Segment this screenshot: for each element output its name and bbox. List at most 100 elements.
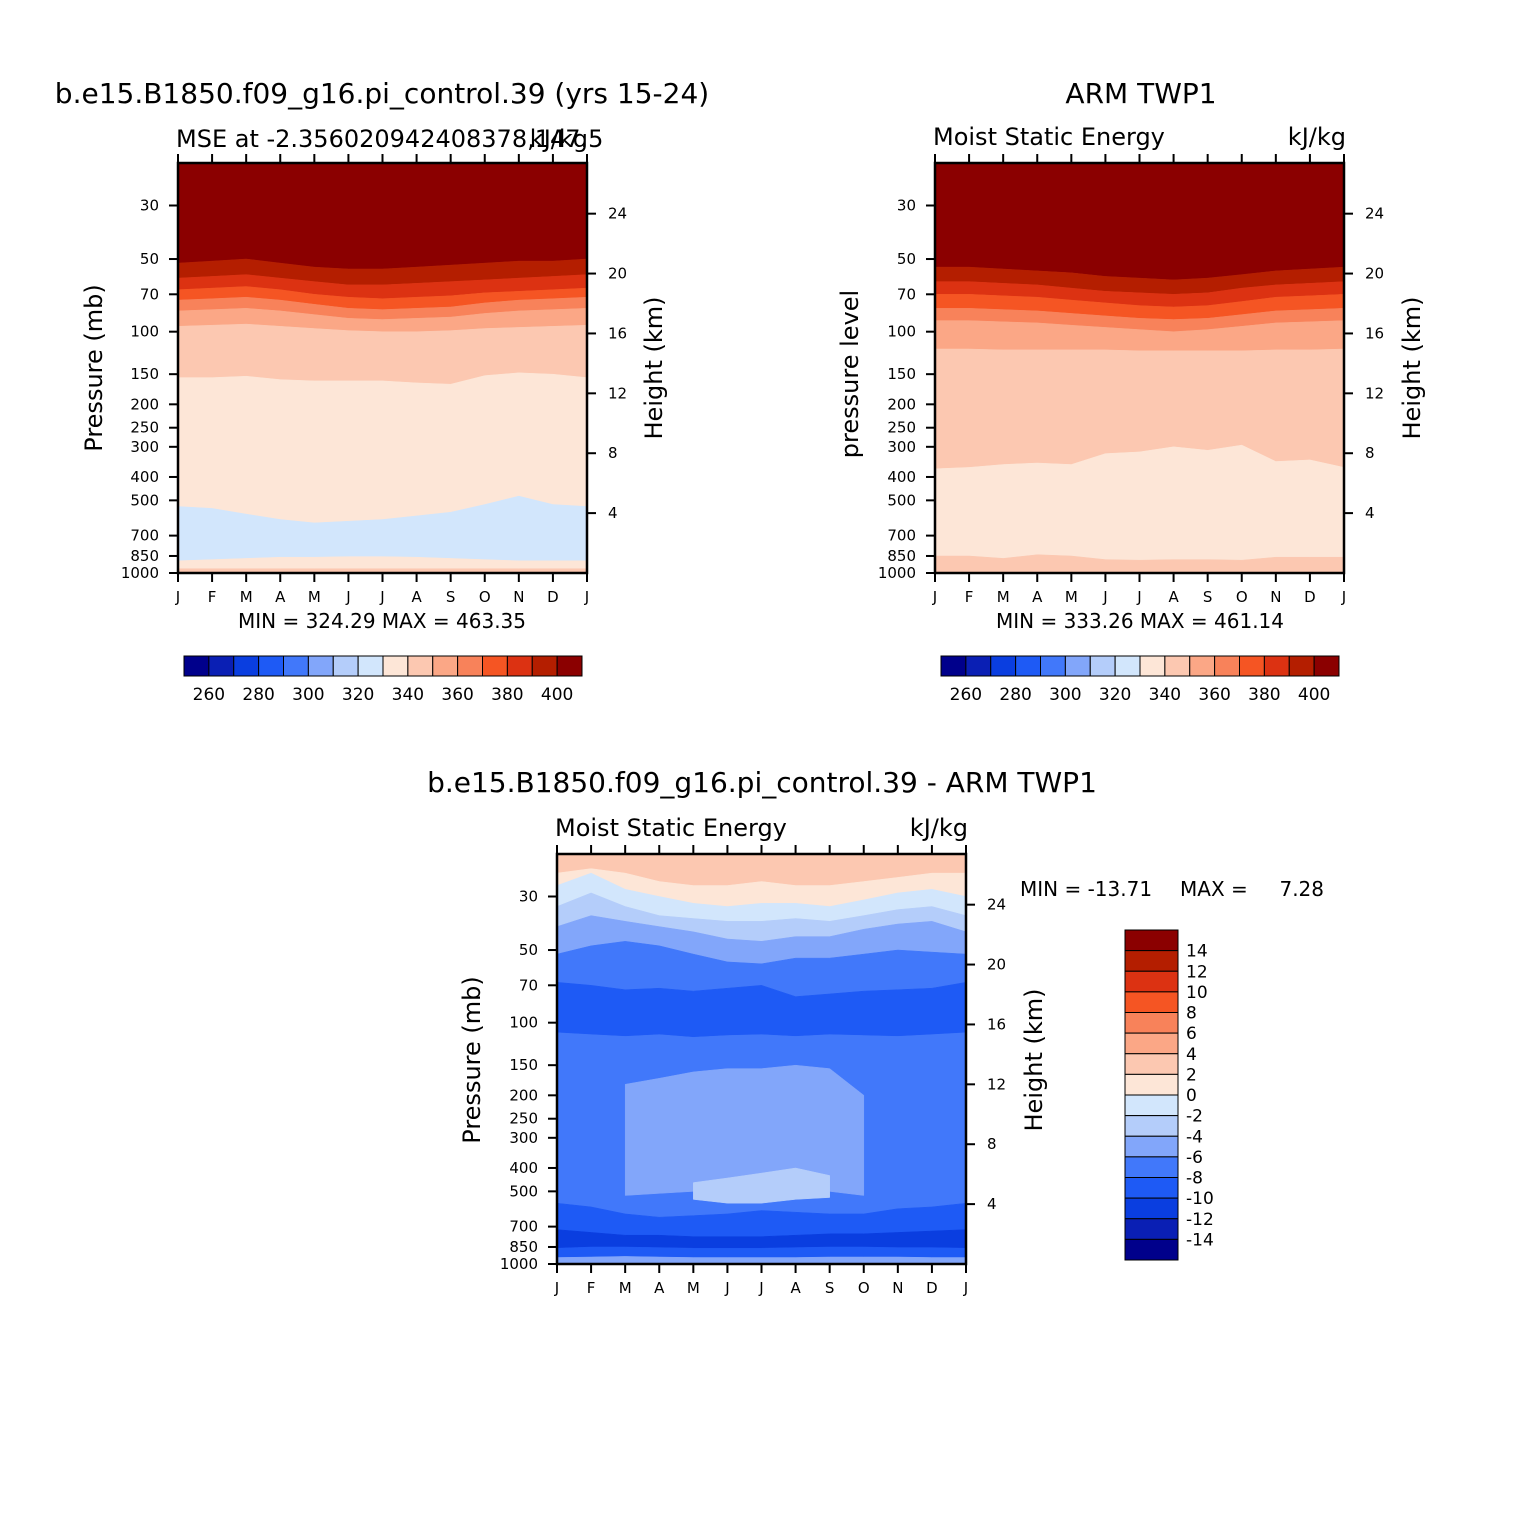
panel-title: ARM TWP1 <box>1065 77 1216 110</box>
x-tick-label: A <box>1168 588 1179 606</box>
y-right-tick-label: 16 <box>987 1015 1006 1033</box>
y-tick-label: 300 <box>130 438 159 456</box>
colorbar-box <box>1124 1218 1179 1240</box>
y-tick-label: 100 <box>887 323 916 341</box>
y-axis-right-label: Height (km) <box>1020 989 1048 1132</box>
stats-label: MIN = 324.29 MAX = 463.35 <box>238 609 526 633</box>
colorbar-label: 400 <box>1298 685 1330 705</box>
x-tick-label: A <box>1032 588 1043 606</box>
x-tick-label: D <box>926 1279 938 1297</box>
colorbar-label: -12 <box>1186 1210 1214 1230</box>
panel-subtitle-left: Moist Static Energy <box>933 123 1165 151</box>
colorbar: 260 280 300 320 340 360 380 400 <box>940 655 1340 705</box>
colorbar-box <box>1124 950 1179 972</box>
colorbar-box <box>283 655 309 677</box>
panel-model-mse: b.e15.B1850.f09_g16.pi_control.39 (yrs 1… <box>55 77 709 705</box>
panel-subtitle-left: Moist Static Energy <box>555 814 787 842</box>
colorbar-label: 300 <box>1049 685 1081 705</box>
colorbar-box <box>965 655 992 677</box>
colorbar-box <box>1189 655 1216 677</box>
colorbar-box <box>307 655 334 677</box>
y-tick-label: 150 <box>509 1056 538 1074</box>
y-axis-right-label: Height (km) <box>1398 297 1426 440</box>
colorbar-box <box>432 655 459 677</box>
x-tick-label: F <box>965 588 974 606</box>
colorbar-box <box>1124 1053 1179 1075</box>
colorbar-box <box>1064 655 1091 677</box>
stats-label: MIN = 333.26 MAX = 461.14 <box>996 609 1284 633</box>
colorbar-label: 340 <box>1149 685 1181 705</box>
y-tick-label: 850 <box>130 547 159 565</box>
y-right-tick-label: 8 <box>608 444 618 462</box>
x-tick-label: F <box>208 588 217 606</box>
colorbar-box <box>208 655 235 677</box>
x-tick-label: S <box>1203 588 1213 606</box>
y-right-tick-label: 12 <box>608 384 627 402</box>
colorbar-label: 8 <box>1186 1004 1197 1024</box>
panel-subtitle-right: kJ/kg <box>530 125 588 153</box>
colorbar-box <box>1239 655 1265 677</box>
y-tick-label: 250 <box>509 1110 538 1128</box>
contour-fills <box>935 163 1344 573</box>
colorbar-label: 260 <box>950 685 982 705</box>
colorbar-box <box>940 655 967 677</box>
y-tick-label: 500 <box>130 491 159 509</box>
colorbar-label: 280 <box>999 685 1031 705</box>
contour-patch <box>624 1064 865 1196</box>
colorbar-box <box>332 655 359 677</box>
x-tick-label: J <box>1136 588 1141 606</box>
y-right-tick-label: 12 <box>1365 384 1384 402</box>
colorbar-box <box>407 655 434 677</box>
colorbar-label: 320 <box>1099 685 1131 705</box>
y-axis-label: Pressure (mb) <box>80 284 108 451</box>
x-tick-label: J <box>963 1279 968 1297</box>
colorbar-label: -4 <box>1186 1127 1203 1147</box>
colorbar-label: 300 <box>292 685 324 705</box>
y-axis-label: Pressure (mb) <box>458 976 486 1143</box>
x-tick-label: J <box>932 588 937 606</box>
colorbar-box <box>1124 1177 1179 1199</box>
colorbar-box <box>258 655 284 677</box>
colorbar-box <box>1124 970 1179 993</box>
y-tick-label: 200 <box>887 395 916 413</box>
colorbar-box <box>1124 1012 1179 1034</box>
y-right-tick-label: 24 <box>608 205 627 223</box>
y-tick-label: 70 <box>140 285 159 303</box>
stats-max-label: MAX = <box>1180 877 1248 901</box>
colorbar-label: -10 <box>1186 1189 1214 1209</box>
colorbar-box <box>1263 655 1290 677</box>
colorbar-label: 360 <box>441 685 473 705</box>
y-right-tick-label: 8 <box>987 1135 997 1153</box>
x-tick-label: S <box>825 1279 835 1297</box>
x-tick-label: O <box>1236 588 1248 606</box>
contour-band <box>935 348 1344 470</box>
colorbar-label: 380 <box>491 685 523 705</box>
x-tick-label: M <box>687 1279 700 1297</box>
y-tick-label: 100 <box>130 323 159 341</box>
y-tick-label: 50 <box>519 941 538 959</box>
y-tick-label: 150 <box>887 365 916 383</box>
y-tick-label: 1000 <box>878 564 916 582</box>
x-tick-label: A <box>790 1279 801 1297</box>
y-right-tick-label: 20 <box>608 265 627 283</box>
y-tick-label: 100 <box>509 1014 538 1032</box>
x-tick-label: A <box>275 588 286 606</box>
colorbar-box <box>1015 655 1041 677</box>
colorbar-box <box>1124 991 1179 1013</box>
y-tick-label: 300 <box>887 438 916 456</box>
y-tick-label: 700 <box>509 1218 538 1236</box>
y-tick-label: 1000 <box>500 1255 538 1273</box>
colorbar-label: 12 <box>1186 962 1208 982</box>
colorbar-label: 0 <box>1186 1086 1197 1106</box>
x-tick-label: J <box>379 588 384 606</box>
y-axis-right-label: Height (km) <box>640 297 668 440</box>
colorbar-label: 380 <box>1248 685 1280 705</box>
colorbar-box <box>1288 655 1315 677</box>
colorbar-box <box>1124 1135 1179 1158</box>
colorbar-label: 4 <box>1186 1045 1197 1065</box>
x-tick-label: J <box>175 588 180 606</box>
colorbar-box <box>1124 1094 1179 1117</box>
colorbar: 260 280 300 320 340 360 380 400 <box>183 655 583 705</box>
